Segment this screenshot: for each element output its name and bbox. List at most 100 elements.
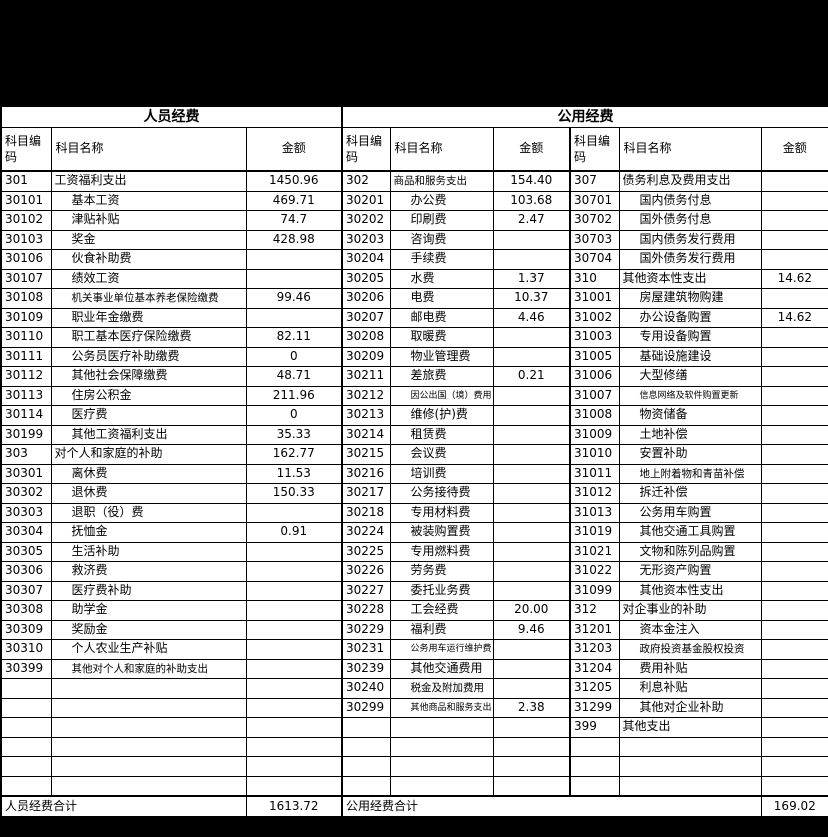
budget-table: 人员经费 公用经费 科目编码 科目名称 金额 科目编码 科目名称 金额 科目编码… <box>0 105 828 818</box>
cell-amount <box>245 561 343 582</box>
cell-amount <box>492 483 571 504</box>
cell-name: 专用燃料费 <box>389 541 494 562</box>
cell-code: 30307 <box>0 580 52 601</box>
table-row: 30399 其他对个人和家庭的补助支出 30239 其他交通费用 31204 费用补贴 <box>0 658 828 679</box>
cell-name <box>50 717 247 738</box>
cell-code: 31019 <box>569 522 620 543</box>
table-row: 30199 其他工资福利支出 35.33 30214 租赁费 31009 土地补偿 <box>0 424 828 445</box>
cell-name: 对企事业的补助 <box>618 600 762 621</box>
cell-name: 差旅费 <box>389 366 494 387</box>
cell-name <box>618 756 762 777</box>
cell-name: 机关事业单位基本养老保险缴费 <box>50 288 247 309</box>
cell-code <box>0 756 52 777</box>
cell-name: 退休费 <box>50 483 247 504</box>
cell-name: 资本金注入 <box>618 619 762 640</box>
cell-amount <box>245 736 343 757</box>
cell-code: 31006 <box>569 366 620 387</box>
cell-amount <box>492 717 571 738</box>
cell-name: 文物和陈列品购置 <box>618 541 762 562</box>
cell-amount <box>492 561 571 582</box>
cell-code: 307 <box>569 170 620 192</box>
cell-code: 31002 <box>569 307 620 328</box>
cell-amount: 162.77 <box>245 444 343 465</box>
cell-code: 30212 <box>341 385 391 406</box>
cell-name: 信息网络及软件购置更新 <box>618 385 762 406</box>
cell-amount <box>245 658 343 679</box>
cell-name: 工资福利支出 <box>50 170 247 192</box>
cell-amount <box>492 580 571 601</box>
table-row: 30308 助学金 30228 工会经费 20.00 312 对企事业的补助 <box>0 600 828 621</box>
table-row: 30302 退休费 150.33 30217 公务接待费 31012 拆迁补偿 <box>0 483 828 504</box>
cell-amount: 154.40 <box>492 170 571 192</box>
cell-amount <box>492 327 571 348</box>
budget-table-sheet: 人员经费 公用经费 科目编码 科目名称 金额 科目编码 科目名称 金额 科目编码… <box>0 105 828 818</box>
cell-name <box>50 736 247 757</box>
cell-code: 30305 <box>0 541 52 562</box>
cell-code <box>0 678 52 699</box>
cell-code: 31010 <box>569 444 620 465</box>
cell-name: 对个人和家庭的补助 <box>50 444 247 465</box>
cell-amount <box>760 424 828 445</box>
cell-name: 生活补助 <box>50 541 247 562</box>
cell-code: 31008 <box>569 405 620 426</box>
cell-name: 无形资产购置 <box>618 561 762 582</box>
cell-amount: 0.21 <box>492 366 571 387</box>
cell-name: 租赁费 <box>389 424 494 445</box>
header-amount-left: 金额 <box>245 127 343 172</box>
cell-code: 30309 <box>0 619 52 640</box>
personnel-total-label: 人员经费合计 <box>0 795 247 818</box>
cell-amount <box>760 483 828 504</box>
cell-amount: 11.53 <box>245 463 343 484</box>
cell-amount <box>492 736 571 757</box>
cell-amount <box>245 756 343 777</box>
cell-code: 399 <box>569 717 620 738</box>
cell-amount <box>760 502 828 523</box>
cell-amount <box>492 639 571 660</box>
cell-amount <box>760 580 828 601</box>
cell-name: 电费 <box>389 288 494 309</box>
cell-code: 30203 <box>341 229 391 250</box>
header-code-left: 科目编码 <box>0 127 52 172</box>
cell-name: 职业年金缴费 <box>50 307 247 328</box>
cell-name: 救济费 <box>50 561 247 582</box>
cell-amount <box>492 385 571 406</box>
cell-name: 绩效工资 <box>50 268 247 289</box>
cell-code: 31205 <box>569 678 620 699</box>
cell-name: 基础设施建设 <box>618 346 762 367</box>
cell-name: 专用材料费 <box>389 502 494 523</box>
cell-name <box>618 775 762 797</box>
cell-amount <box>760 736 828 757</box>
cell-name: 其他交通费用 <box>389 658 494 679</box>
cell-name: 职工基本医疗保险缴费 <box>50 327 247 348</box>
cell-name: 地上附着物和青苗补偿 <box>618 463 762 484</box>
cell-amount: 211.96 <box>245 385 343 406</box>
cell-name <box>50 678 247 699</box>
table-row: 30301 离休费 11.53 30216 培训费 31011 地上附着物和青苗补偿 <box>0 463 828 484</box>
cell-name: 利息补贴 <box>618 678 762 699</box>
cell-amount <box>760 522 828 543</box>
table-row: 301 工资福利支出 1450.96 302 商品和服务支出 154.40 307 债务利息及… <box>0 170 828 192</box>
table-row: 30114 医疗费 0 30213 维修(护)费 31008 物资储备 <box>0 405 828 426</box>
cell-amount <box>760 444 828 465</box>
cell-amount <box>492 444 571 465</box>
cell-amount <box>760 249 828 270</box>
cell-code <box>569 736 620 757</box>
cell-amount <box>492 658 571 679</box>
cell-amount <box>760 288 828 309</box>
cell-name: 商品和服务支出 <box>389 170 494 192</box>
cell-amount: 2.47 <box>492 210 571 231</box>
cell-name <box>618 736 762 757</box>
cell-amount <box>245 307 343 328</box>
cell-name: 拆迁补偿 <box>618 483 762 504</box>
cell-code <box>0 717 52 738</box>
cell-code: 31007 <box>569 385 620 406</box>
personnel-section-title: 人员经费 <box>0 105 343 128</box>
cell-amount <box>245 580 343 601</box>
cell-code: 30299 <box>341 697 391 718</box>
cell-amount <box>245 268 343 289</box>
cell-amount <box>760 756 828 777</box>
cell-amount <box>492 522 571 543</box>
section-title-row: 人员经费 公用经费 <box>0 105 828 128</box>
cell-amount <box>760 170 828 192</box>
cell-amount <box>245 639 343 660</box>
